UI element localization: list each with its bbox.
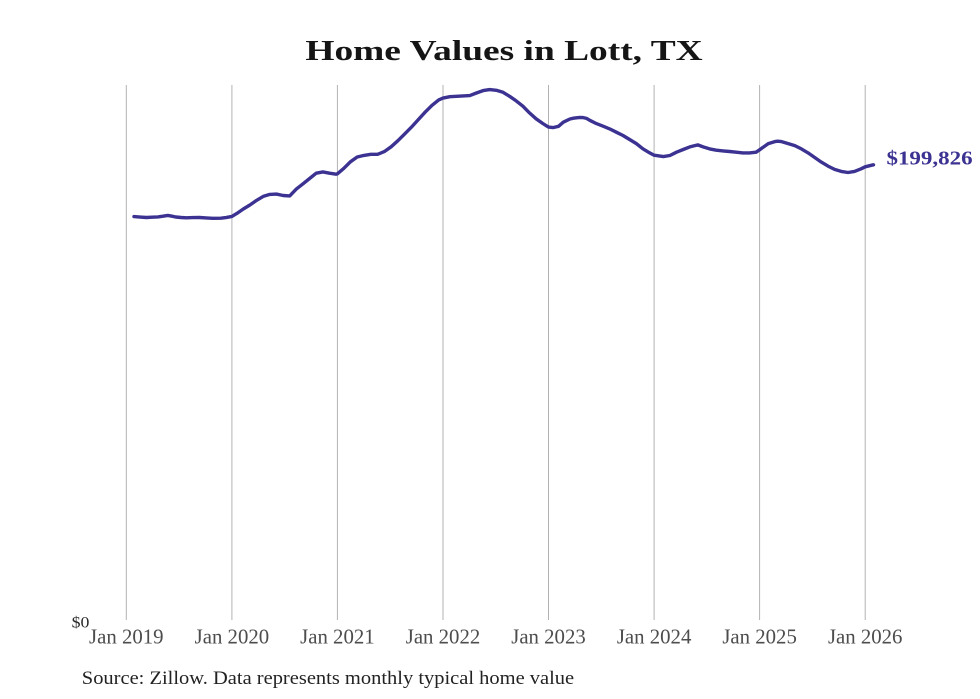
svg-text:Jan 2026: Jan 2026 <box>828 626 903 649</box>
svg-text:Jan 2024: Jan 2024 <box>617 626 692 649</box>
svg-text:$199,826: $199,826 <box>886 147 972 169</box>
svg-text:Jan 2022: Jan 2022 <box>406 626 481 649</box>
svg-text:Jan 2023: Jan 2023 <box>511 626 586 649</box>
svg-text:Jan 2025: Jan 2025 <box>722 626 797 649</box>
svg-text:$0: $0 <box>72 614 90 632</box>
svg-text:Jan 2020: Jan 2020 <box>195 626 270 649</box>
svg-text:Source: Zillow. Data represent: Source: Zillow. Data represents monthly … <box>82 668 575 689</box>
svg-text:Jan 2019: Jan 2019 <box>89 626 164 649</box>
svg-text:Jan 2021: Jan 2021 <box>300 626 375 649</box>
svg-text:Home Values in Lott, TX: Home Values in Lott, TX <box>305 35 702 67</box>
